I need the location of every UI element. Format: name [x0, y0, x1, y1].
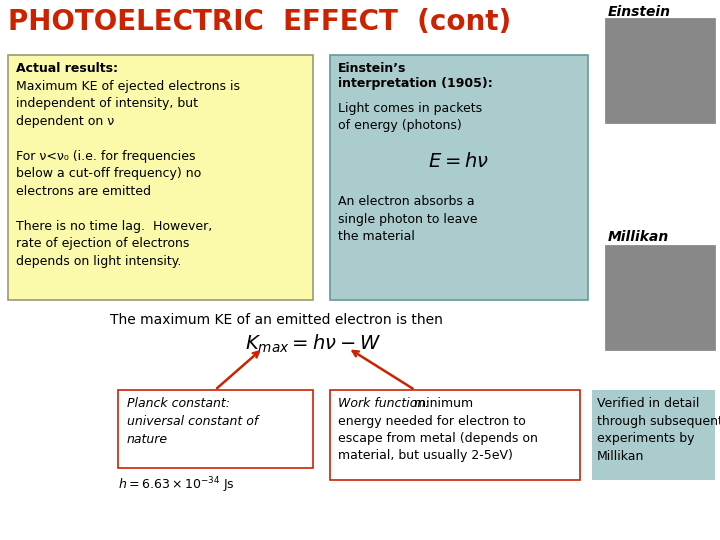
Text: $E = h\nu$: $E = h\nu$ [428, 152, 490, 171]
Text: minimum
energy needed for electron to
escape from metal (depends on
material, bu: minimum energy needed for electron to es… [338, 397, 538, 462]
Bar [592, 390, 715, 480]
Bar [8, 55, 313, 300]
Text: An electron absorbs a
single photon to leave
the material: An electron absorbs a single photon to l… [338, 195, 477, 243]
Bar [605, 245, 715, 350]
Bar [118, 390, 313, 468]
Text: $K_{max} = h\nu - W$: $K_{max} = h\nu - W$ [245, 333, 381, 355]
Text: Work function:: Work function: [338, 397, 430, 410]
Text: Planck constant:
universal constant of
nature: Planck constant: universal constant of n… [127, 397, 258, 446]
Bar [605, 18, 715, 123]
Text: $h = 6.63\times10^{-34}$ Js: $h = 6.63\times10^{-34}$ Js [118, 475, 235, 495]
Text: Maximum KE of ejected electrons is
independent of intensity, but
dependent on ν
: Maximum KE of ejected electrons is indep… [16, 80, 240, 268]
Text: The maximum KE of an emitted electron is then: The maximum KE of an emitted electron is… [110, 313, 443, 327]
Text: Millikan: Millikan [608, 230, 670, 244]
Bar [330, 390, 580, 480]
Text: Einstein’s
interpretation (1905):: Einstein’s interpretation (1905): [338, 62, 492, 90]
Text: PHOTOELECTRIC  EFFECT  (cont): PHOTOELECTRIC EFFECT (cont) [8, 8, 511, 36]
Bar [330, 55, 588, 300]
Text: Light comes in packets
of energy (photons): Light comes in packets of energy (photon… [338, 102, 482, 132]
Text: Einstein: Einstein [608, 5, 671, 19]
Text: Verified in detail
through subsequent
experiments by
Millikan: Verified in detail through subsequent ex… [597, 397, 720, 462]
Text: Actual results:: Actual results: [16, 62, 118, 75]
